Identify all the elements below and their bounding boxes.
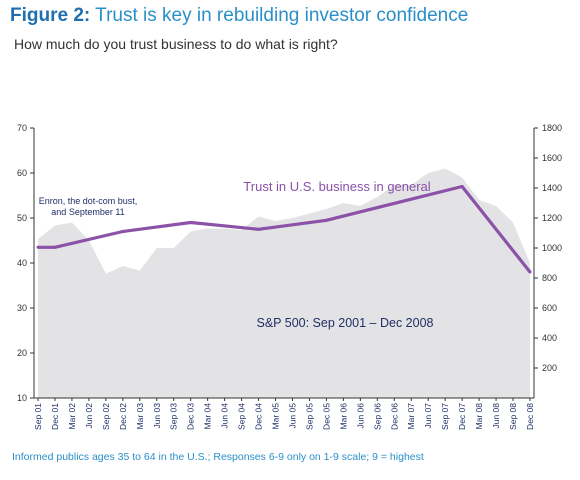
left-tick-label: 70 [17,123,27,133]
x-tick-label: Mar 05 [271,403,281,430]
trust-point [324,218,328,222]
sp500-area [38,168,530,398]
trust-point [528,270,532,274]
enron-annotation: and September 11 [51,207,124,217]
right-tick-label: 200 [542,363,557,373]
enron-annotation: Enron, the dot-com bust, [39,196,138,206]
trust-point [189,221,193,224]
x-tick-label: Sep 06 [372,403,382,430]
right-tick-label: 800 [542,273,557,283]
x-tick-label: Sep 04 [237,403,247,430]
x-tick-label: Sep 01 [33,403,43,430]
x-tick-label: Mar 03 [135,403,145,430]
trust-point [121,230,125,233]
trust-point [257,227,261,231]
x-tick-label: Mar 04 [203,403,213,430]
right-tick-label: 1000 [542,243,562,253]
x-tick-label: Jun 03 [152,403,162,429]
x-tick-label: Dec 08 [525,403,535,430]
left-tick-label: 40 [17,258,27,268]
x-tick-label: Sep 03 [169,403,179,430]
x-tick-label: Jun 06 [355,403,365,429]
figure-label: Figure 2: [10,5,91,26]
trust-line [38,184,532,273]
trust-point [53,245,57,249]
x-tick-label: Jun 04 [220,403,230,429]
x-tick-label: Sep 02 [101,403,111,430]
x-tick-label: Mar 07 [406,403,416,430]
trust-point [460,185,464,188]
x-tick-label: Mar 06 [338,403,348,430]
x-tick-label: Dec 05 [321,403,331,430]
left-tick-label: 30 [17,303,27,313]
x-tick-label: Mar 08 [474,403,484,430]
x-tick-label: Jun 08 [491,403,501,429]
sp500-series-label: S&P 500: Sep 2001 – Dec 2008 [257,316,434,330]
x-tick-label: Mar 02 [67,403,77,430]
footnote: Informed publics ages 35 to 64 in the U.… [12,451,424,463]
x-tick-label: Jun 05 [287,403,297,429]
x-tick-label: Dec 06 [389,403,399,430]
right-tick-label: 600 [542,303,557,313]
trust-point [36,245,40,249]
x-tick-label: Dec 04 [254,403,264,430]
trust-series-label: Trust in U.S. business in general [243,179,430,194]
figure-title-text: Trust is key in rebuilding investor conf… [95,5,469,26]
right-tick-label: 1400 [542,183,562,193]
left-tick-label: 50 [17,213,27,223]
right-tick-label: 1600 [542,153,562,163]
right-tick-label: 1200 [542,213,562,223]
x-tick-label: Dec 02 [118,403,128,430]
x-tick-label: Dec 01 [50,403,60,430]
right-tick-label: 1800 [542,123,562,133]
x-tick-label: Dec 07 [457,403,467,430]
x-tick-label: Sep 05 [304,403,314,430]
left-tick-label: 60 [17,168,27,178]
x-tick-label: Sep 07 [440,403,450,430]
x-tick-label: Dec 03 [186,403,196,430]
right-tick-label: 400 [542,333,557,343]
left-tick-label: 20 [17,348,27,358]
x-tick-label: Jun 02 [84,403,94,429]
x-tick-label: Jun 07 [423,403,433,429]
figure-subtitle: How much do you trust business to do wha… [14,36,338,52]
x-tick-label: Sep 08 [508,403,518,430]
left-tick-label: 10 [17,393,27,403]
figure-title: Figure 2: Trust is key in rebuilding inv… [10,5,468,27]
